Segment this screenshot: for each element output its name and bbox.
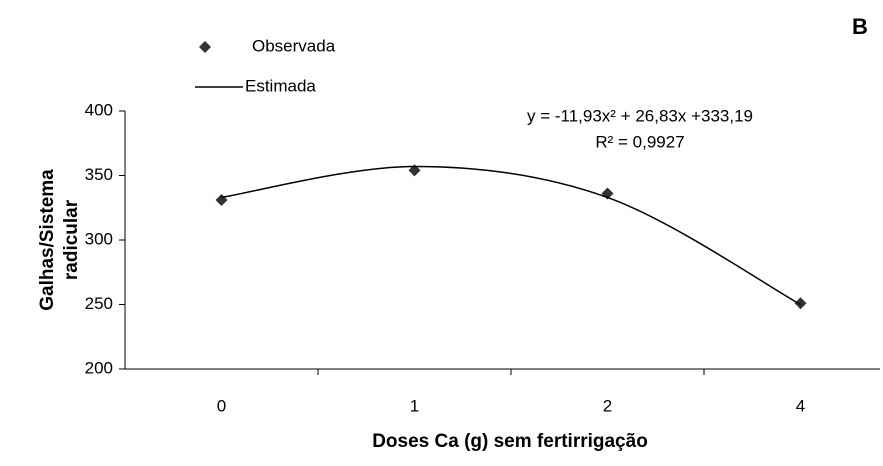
data-point (215, 194, 228, 207)
y-axis-label: radicular (61, 199, 82, 280)
y-tick-label: 350 (85, 165, 113, 184)
x-tick-label: 1 (410, 396, 419, 415)
equation: y = -11,93x² + 26,83x +333,19 (527, 106, 753, 125)
legend-label: Estimada (245, 76, 316, 95)
x-tick-label: 0 (217, 396, 226, 415)
y-tick-label: 400 (85, 100, 113, 119)
x-tick-label: 4 (796, 396, 805, 415)
y-axis-label: Galhas/Sistema (37, 169, 58, 311)
legend-marker (199, 41, 211, 53)
y-tick-label: 250 (85, 294, 113, 313)
r-squared: R² = 0,9927 (595, 132, 684, 151)
fit-line (221, 165, 801, 306)
panel-label: B (852, 14, 868, 39)
x-tick-label: 2 (603, 396, 612, 415)
legend-label: Observada (252, 36, 336, 55)
x-axis-label: Doses Ca (g) sem fertirrigação (372, 431, 648, 452)
data-point (794, 297, 807, 310)
y-tick-label: 200 (85, 358, 113, 377)
data-point (408, 164, 421, 177)
y-tick-label: 300 (85, 229, 113, 248)
